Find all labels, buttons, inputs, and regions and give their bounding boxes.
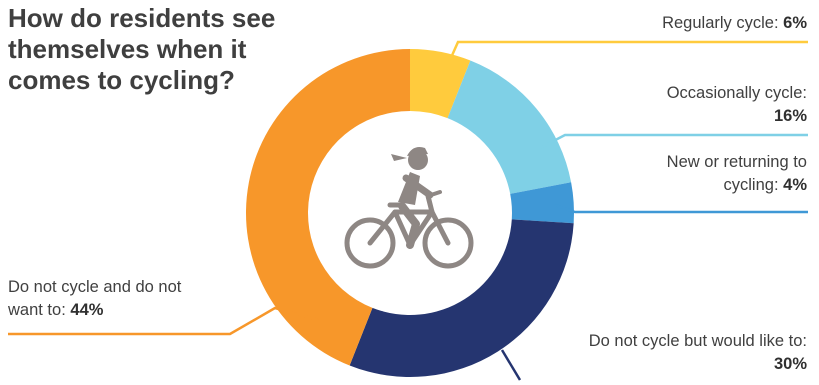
slice-occasionally-cycle: [447, 60, 572, 194]
label-new-or-returning: New or returning to cycling: 4%: [666, 153, 807, 194]
slice-new-or-returning: [510, 182, 574, 224]
cyclist-icon: [344, 147, 474, 269]
slice-do-not-want-to: [245, 49, 410, 366]
chart-title: How do residents see themselves when it …: [8, 3, 276, 95]
leader-line: [448, 40, 808, 61]
leader-line: [500, 349, 522, 381]
label-regularly-cycle: Regularly cycle: 6%: [662, 14, 807, 32]
label-occasionally-cycle: Occasionally cycle: 16%: [666, 84, 807, 125]
leader-line: [554, 203, 808, 214]
label-do-not-want-to: Do not cycle and do not want to: 44%: [8, 278, 182, 319]
label-would-like-to: Do not cycle but would like to: 30%: [588, 332, 807, 373]
slice-would-like-to: [349, 219, 574, 377]
leader-line: [539, 133, 808, 150]
leader-line: [8, 306, 319, 336]
slice-regularly-cycle: [410, 49, 471, 119]
